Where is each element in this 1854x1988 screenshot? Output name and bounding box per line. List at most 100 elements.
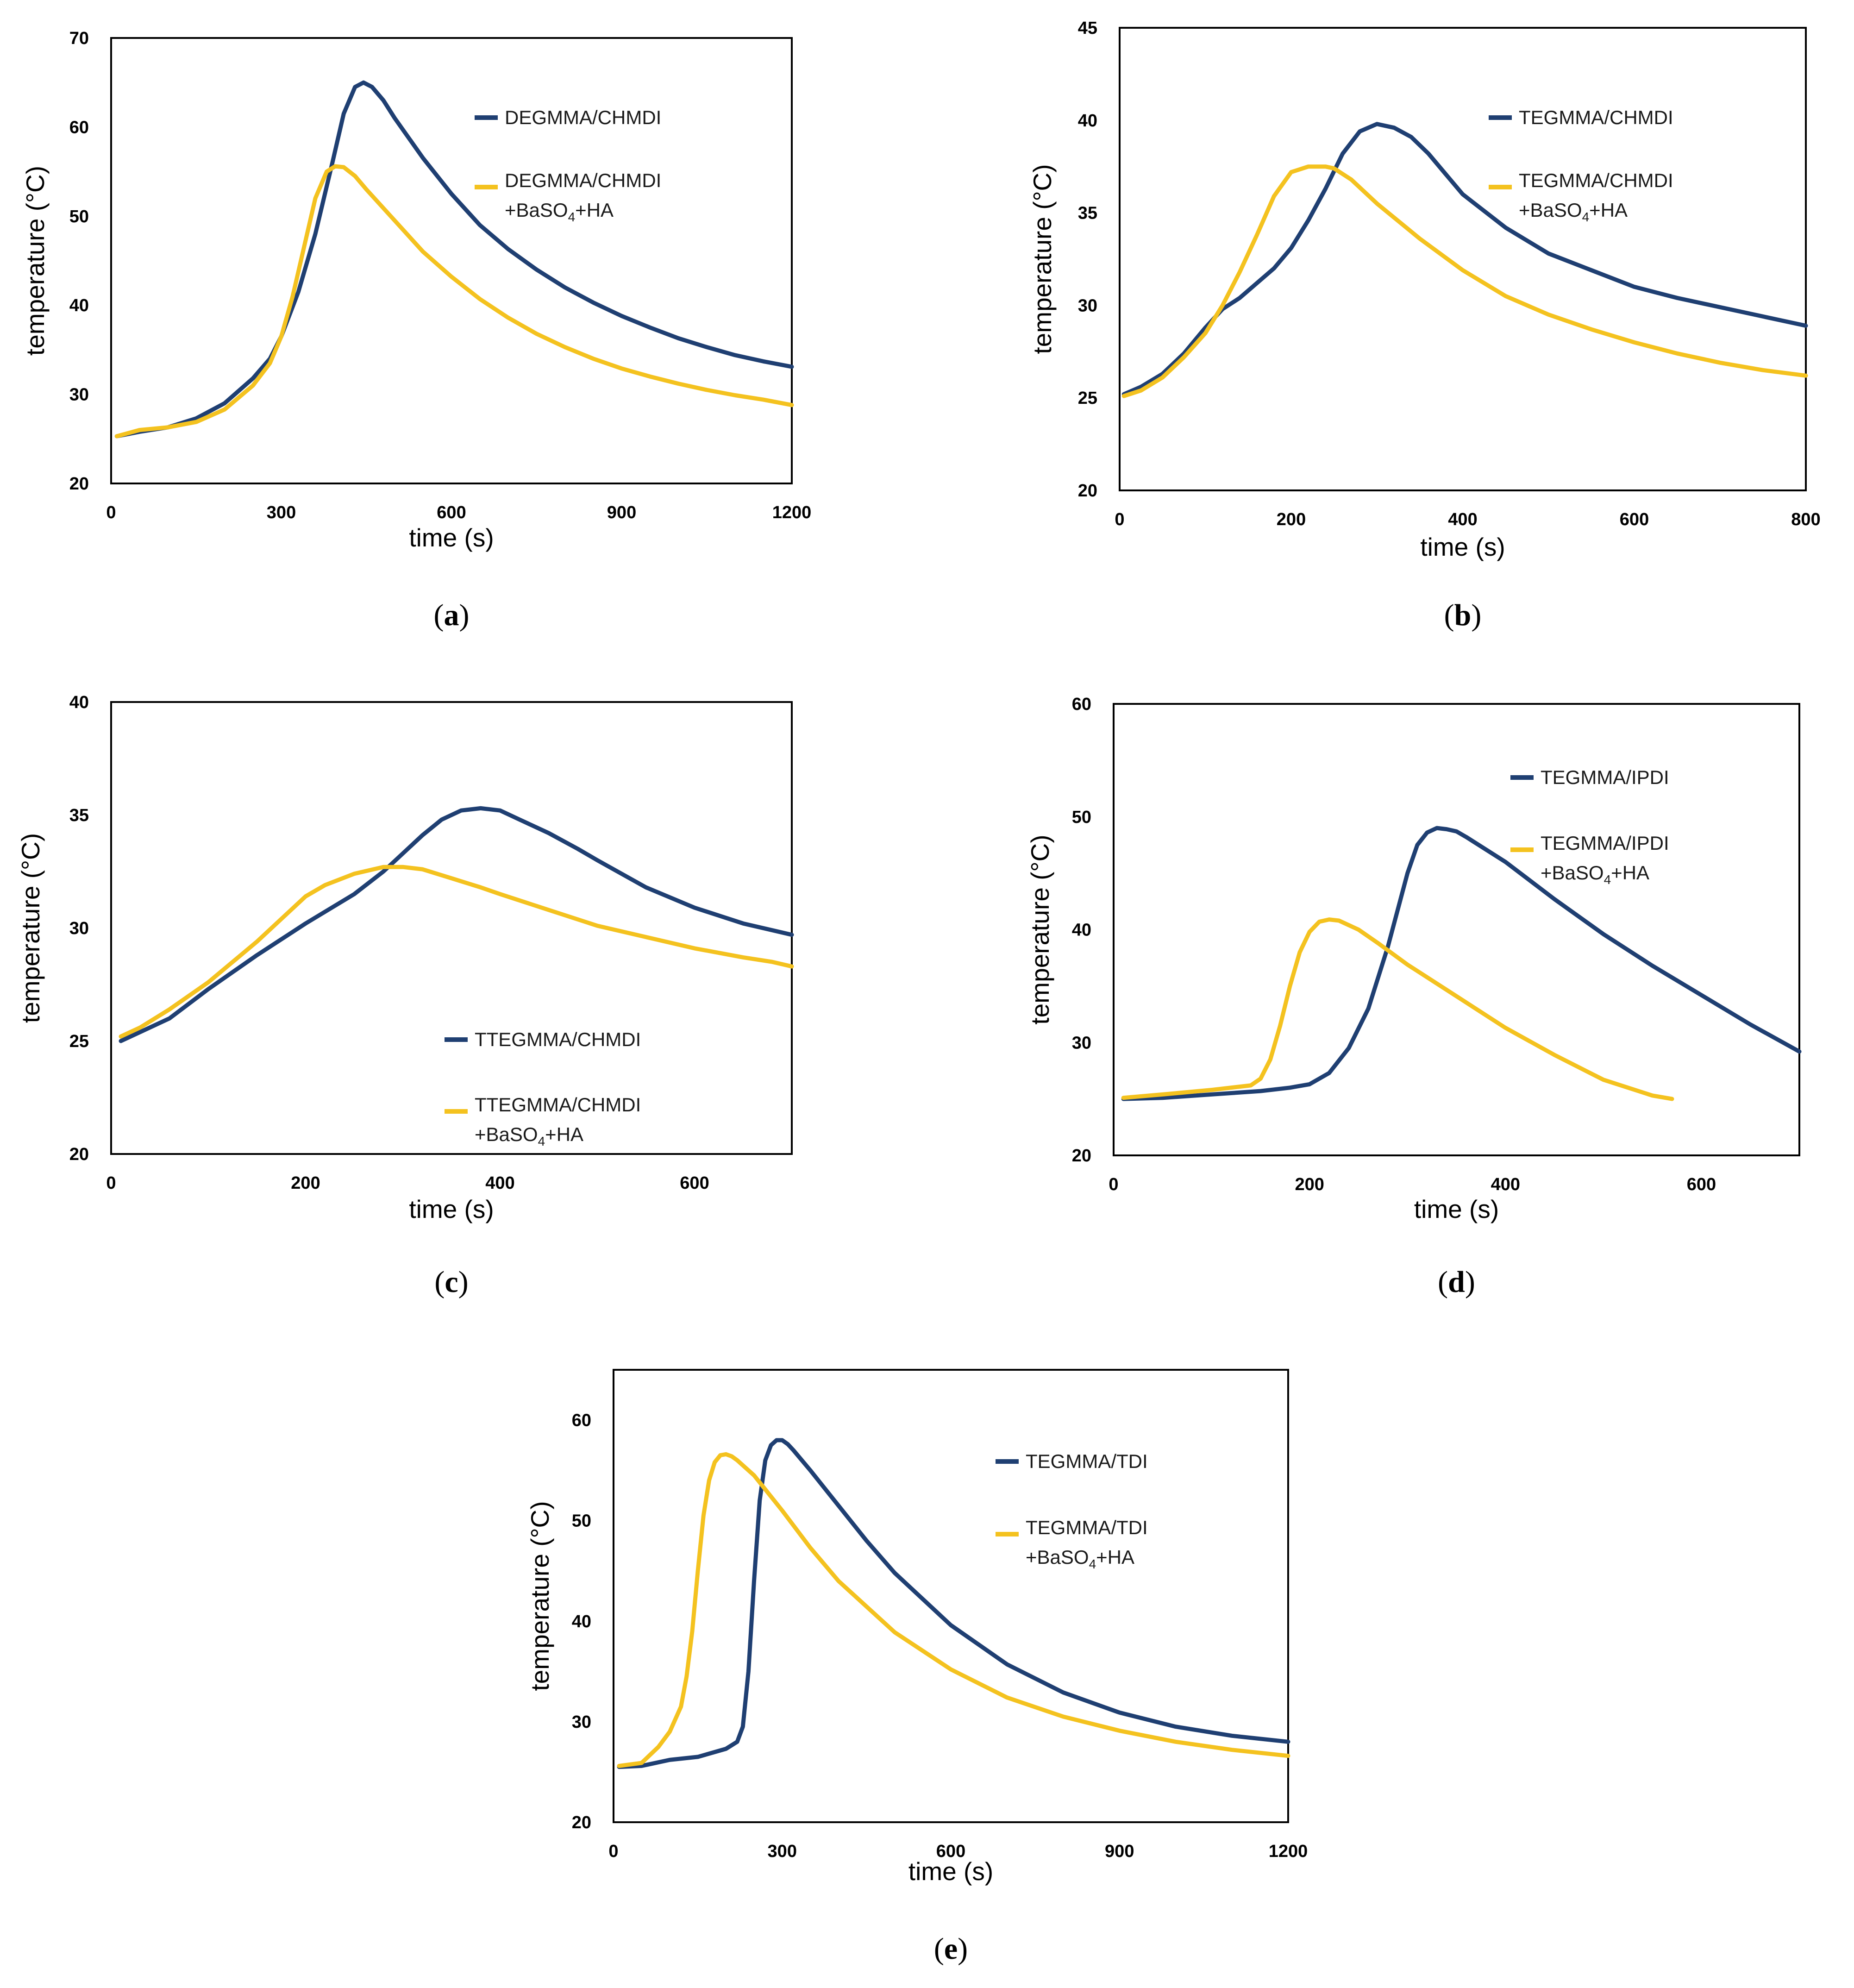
legend-label-line2-tail: +HA — [575, 199, 614, 221]
y-tick-label: 60 — [572, 1411, 591, 1430]
x-tick-label: 0 — [106, 503, 116, 522]
x-tick-label: 0 — [1115, 510, 1124, 529]
y-tick-label: 20 — [1078, 481, 1097, 501]
x-tick-label: 0 — [608, 1842, 618, 1861]
legend-label-line2-main: +BaSO — [1519, 199, 1582, 221]
legend-label-series-2: TEGMMA/TDI — [1026, 1517, 1148, 1538]
x-axis-label: time (s) — [409, 1195, 494, 1223]
x-tick-label: 200 — [1295, 1175, 1324, 1194]
legend-label-line2-tail: +HA — [545, 1123, 583, 1145]
chart-panel-d: 20 30 40 50 60 0 200 400 600 temperature (°C) t… — [1026, 695, 1802, 1299]
legend-label-subscript: 4 — [538, 1134, 545, 1148]
y-tick-label: 30 — [1072, 1033, 1091, 1053]
legend: TEGMMA/IPDI TEGMMA/IPDI +BaSO4+HA — [1510, 766, 1669, 887]
series-line-1 — [1121, 826, 1802, 1101]
panel-label: (e) — [934, 1932, 968, 1966]
x-tick-label: 1200 — [772, 503, 812, 522]
y-axis-label: temperature (°C) — [1026, 834, 1054, 1024]
chart-panel-a: 20 30 40 50 60 70 0 300 600 900 1200 temperature … — [21, 29, 811, 632]
series-line-1 — [114, 80, 794, 439]
y-tick-label: 20 — [1072, 1146, 1091, 1166]
y-axis-label: temperature (°C) — [526, 1501, 554, 1691]
series-line-1 — [119, 806, 794, 1043]
plot-frame — [1113, 703, 1800, 1156]
plot-frame — [1119, 27, 1807, 491]
series-line-2 — [1121, 917, 1674, 1101]
y-tick-label: 50 — [69, 207, 89, 226]
y-tick-label: 20 — [69, 1145, 89, 1164]
y-tick-label: 30 — [572, 1712, 591, 1732]
y-tick-label: 60 — [1072, 695, 1091, 714]
legend-label-series-1: TEGMMA/IPDI — [1541, 766, 1669, 788]
y-axis-label: temperature (°C) — [16, 833, 45, 1023]
legend-label-series-1: TEGMMA/TDI — [1026, 1450, 1148, 1472]
y-tick-label: 35 — [1078, 204, 1097, 223]
series-line-2 — [114, 164, 794, 439]
series-line-2 — [119, 865, 794, 1039]
chart-panel-e: 20 30 40 50 60 0 300 600 900 1200 temperature (°… — [526, 1369, 1308, 1966]
x-tick-label: 200 — [1277, 510, 1306, 529]
y-tick-label: 35 — [69, 806, 89, 825]
y-tick-label: 20 — [69, 474, 89, 494]
legend-label-line2-tail: +HA — [1611, 862, 1649, 884]
y-tick-label: 20 — [572, 1813, 591, 1832]
y-tick-label: 40 — [1072, 921, 1091, 940]
panel-label-letter: d — [1448, 1265, 1465, 1299]
x-tick-label: 600 — [936, 1842, 965, 1861]
y-axis-label: temperature (°C) — [1028, 164, 1057, 354]
series-line-2 — [1121, 164, 1808, 398]
legend-label-series-1: TTEGMMA/CHMDI — [475, 1028, 641, 1050]
legend-label-line2-main: +BaSO — [505, 199, 568, 221]
x-axis-label: time (s) — [908, 1857, 993, 1886]
legend-label-series-2-line2: +BaSO4+HA — [505, 199, 614, 224]
legend-label-series-2-line2: +BaSO4+HA — [475, 1123, 583, 1148]
panel-label-letter: b — [1454, 598, 1472, 632]
panel-label-letter: c — [445, 1265, 458, 1299]
x-tick-label: 1200 — [1269, 1842, 1308, 1861]
panel-label: (b) — [1444, 598, 1482, 632]
y-tick-label: 40 — [69, 693, 89, 712]
x-tick-label: 400 — [485, 1173, 514, 1193]
x-tick-label: 0 — [106, 1173, 116, 1193]
legend-label-subscript: 4 — [568, 210, 576, 224]
chart-panel-b: 20 25 30 35 40 45 0 200 400 600 800 temperature (… — [1028, 19, 1821, 632]
legend-label-series-2-line2: +BaSO4+HA — [1541, 862, 1649, 887]
legend: TEGMMA/CHMDI TEGMMA/CHMDI +BaSO4+HA — [1489, 107, 1673, 224]
legend: TEGMMA/TDI TEGMMA/TDI +BaSO4+HA — [996, 1450, 1148, 1571]
y-tick-label: 40 — [1078, 111, 1097, 131]
panel-label-letter: a — [444, 598, 459, 632]
legend-label-subscript: 4 — [1604, 872, 1611, 887]
x-tick-label: 200 — [291, 1173, 320, 1193]
legend: TTEGMMA/CHMDI TTEGMMA/CHMDI +BaSO4+HA — [445, 1028, 641, 1148]
x-axis-label: time (s) — [1420, 533, 1505, 561]
panel-label-letter: e — [944, 1932, 958, 1966]
legend-label-line2-tail: +HA — [1589, 199, 1628, 221]
panel-label: (d) — [1438, 1265, 1475, 1299]
x-tick-label: 400 — [1448, 510, 1477, 529]
legend-label-series-1: DEGMMA/CHMDI — [505, 107, 661, 128]
legend-label-series-2: TTEGMMA/CHMDI — [475, 1094, 641, 1116]
y-tick-label: 50 — [572, 1511, 591, 1531]
x-tick-label: 600 — [680, 1173, 709, 1193]
legend: DEGMMA/CHMDI DEGMMA/CHMDI +BaSO4+HA — [475, 107, 661, 224]
legend-label-series-2-line2: +BaSO4+HA — [1519, 199, 1628, 224]
legend-label-series-2: TEGMMA/IPDI — [1541, 832, 1669, 854]
y-tick-label: 30 — [1078, 296, 1097, 315]
legend-label-line2-main: +BaSO — [1541, 862, 1604, 884]
series-line-1 — [617, 1438, 1290, 1769]
x-tick-label: 300 — [768, 1842, 797, 1861]
y-tick-label: 45 — [1078, 19, 1097, 38]
legend-label-line2-main: +BaSO — [1026, 1546, 1089, 1568]
x-tick-label: 400 — [1491, 1175, 1520, 1194]
plot-frame — [110, 37, 793, 484]
x-axis-label: time (s) — [409, 523, 494, 552]
y-tick-label: 30 — [69, 919, 89, 938]
x-tick-label: 900 — [1105, 1842, 1134, 1861]
x-tick-label: 300 — [267, 503, 296, 522]
plot-frame — [613, 1369, 1289, 1823]
x-tick-label: 0 — [1109, 1175, 1118, 1194]
y-tick-label: 40 — [572, 1612, 591, 1631]
x-tick-label: 600 — [1620, 510, 1649, 529]
